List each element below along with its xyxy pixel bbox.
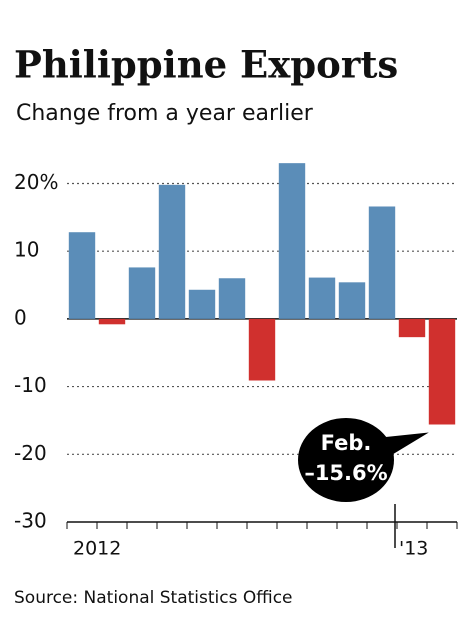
y-tick-label: -10 xyxy=(14,373,47,397)
chart-subtitle: Change from a year earlier xyxy=(16,101,314,126)
annotation: Feb. xyxy=(321,431,372,455)
bar xyxy=(398,318,426,338)
bar xyxy=(278,163,306,319)
bar xyxy=(248,318,276,381)
y-tick-label: 0 xyxy=(14,305,27,329)
y-tick-label: 20% xyxy=(14,170,58,194)
value-label: –15.6% xyxy=(304,461,387,485)
y-tick-label: 10 xyxy=(14,238,39,262)
x-tick-label: '13 xyxy=(399,538,428,560)
y-tick-label: -30 xyxy=(14,509,47,533)
bar xyxy=(338,282,366,319)
bar xyxy=(188,289,216,319)
bar xyxy=(158,184,186,319)
bar xyxy=(428,318,456,425)
chart-title: Philippine Exports xyxy=(14,43,398,87)
bar xyxy=(68,232,96,319)
y-tick-label: -20 xyxy=(14,441,47,465)
source: Source: National Statistics Office xyxy=(14,588,293,608)
x-tick-label: 2012 xyxy=(73,538,121,560)
bar xyxy=(128,267,156,319)
bar xyxy=(218,278,246,319)
bar xyxy=(308,277,336,319)
callout-bubble xyxy=(298,418,394,502)
bar xyxy=(98,318,126,325)
bar xyxy=(368,206,396,319)
